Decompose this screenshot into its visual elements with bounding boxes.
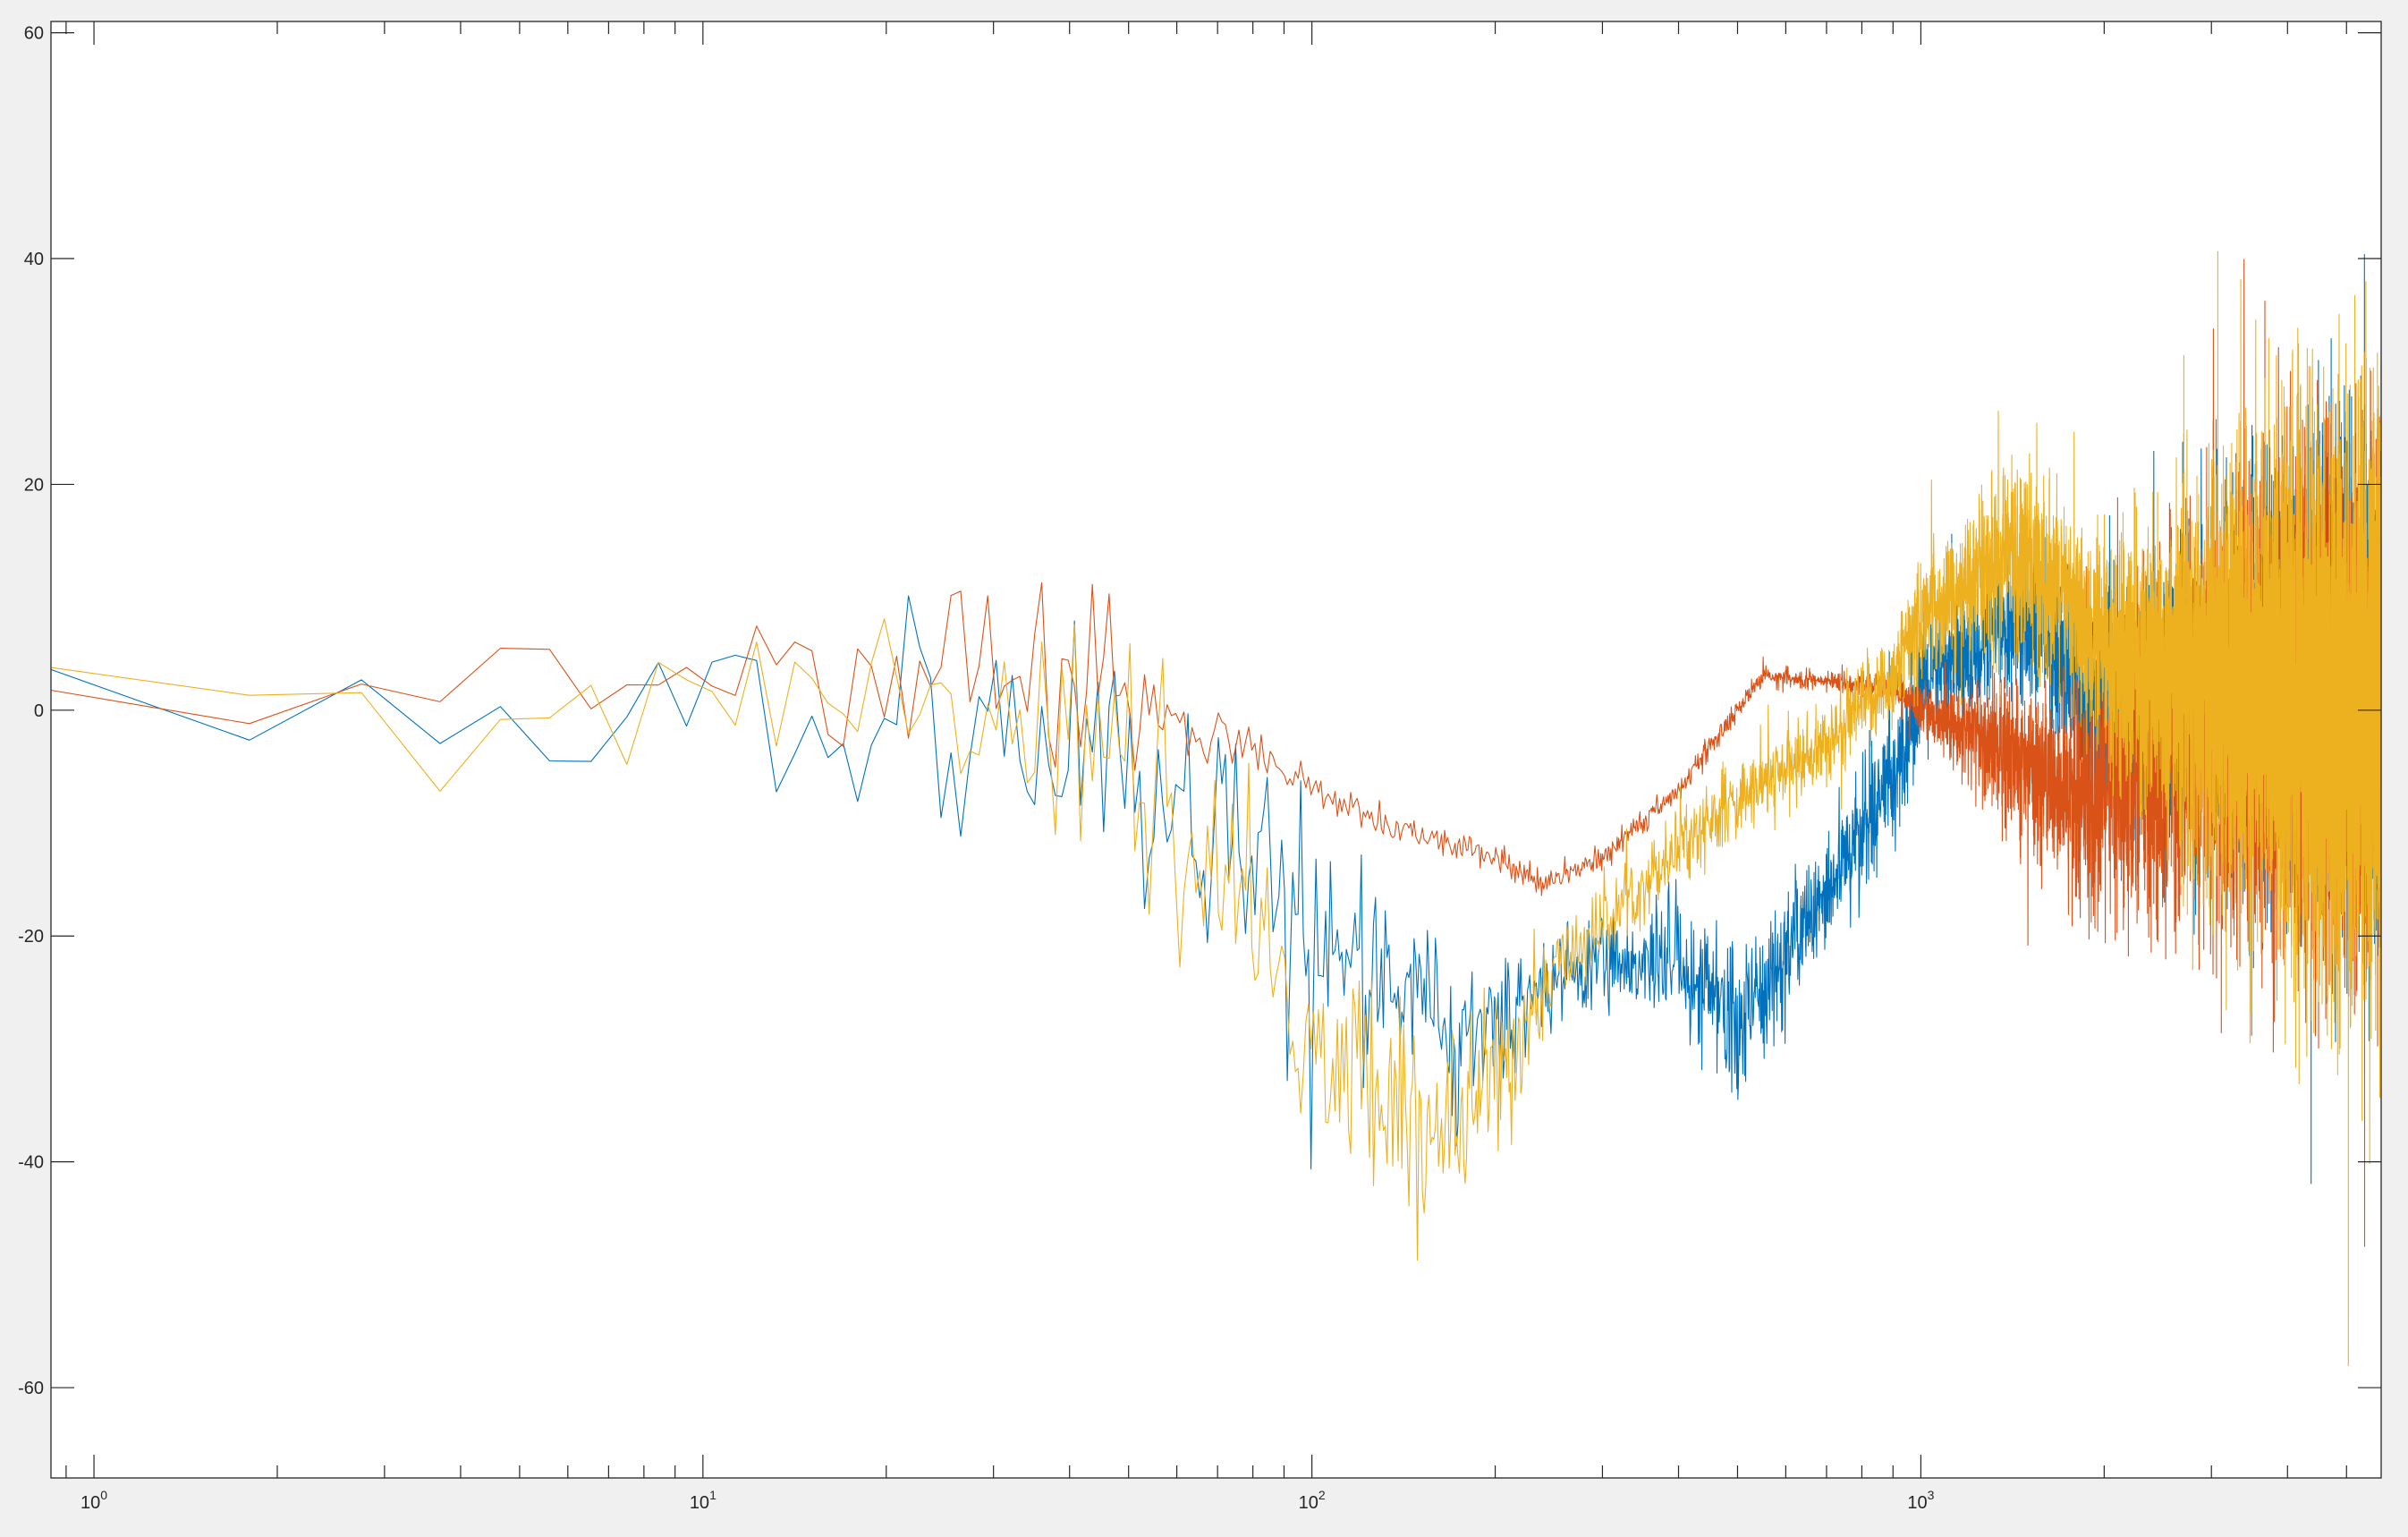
series-layer — [50, 251, 2382, 1367]
y-tick-label: -40 — [18, 1153, 44, 1173]
y-tick-label: -60 — [18, 1379, 44, 1398]
x-tick-label: 102 — [1299, 1488, 1326, 1513]
y-tick-label: -20 — [18, 927, 44, 947]
x-tick-label: 103 — [1907, 1488, 1934, 1513]
y-tick-label: 60 — [24, 24, 44, 44]
labels-layer: 60 40 20 0 -20 -40 -60 100 101 102 103 — [18, 24, 1935, 1513]
x-tick-label: 101 — [690, 1488, 716, 1513]
ticks-layer — [51, 21, 2381, 1478]
x-tick-label: 100 — [81, 1488, 107, 1513]
y-tick-label: 20 — [24, 475, 44, 495]
y-tick-label: 0 — [34, 701, 44, 721]
y-tick-label: 40 — [24, 250, 44, 269]
axes-box — [50, 21, 2382, 1479]
series-line-3 — [50, 251, 2382, 1367]
